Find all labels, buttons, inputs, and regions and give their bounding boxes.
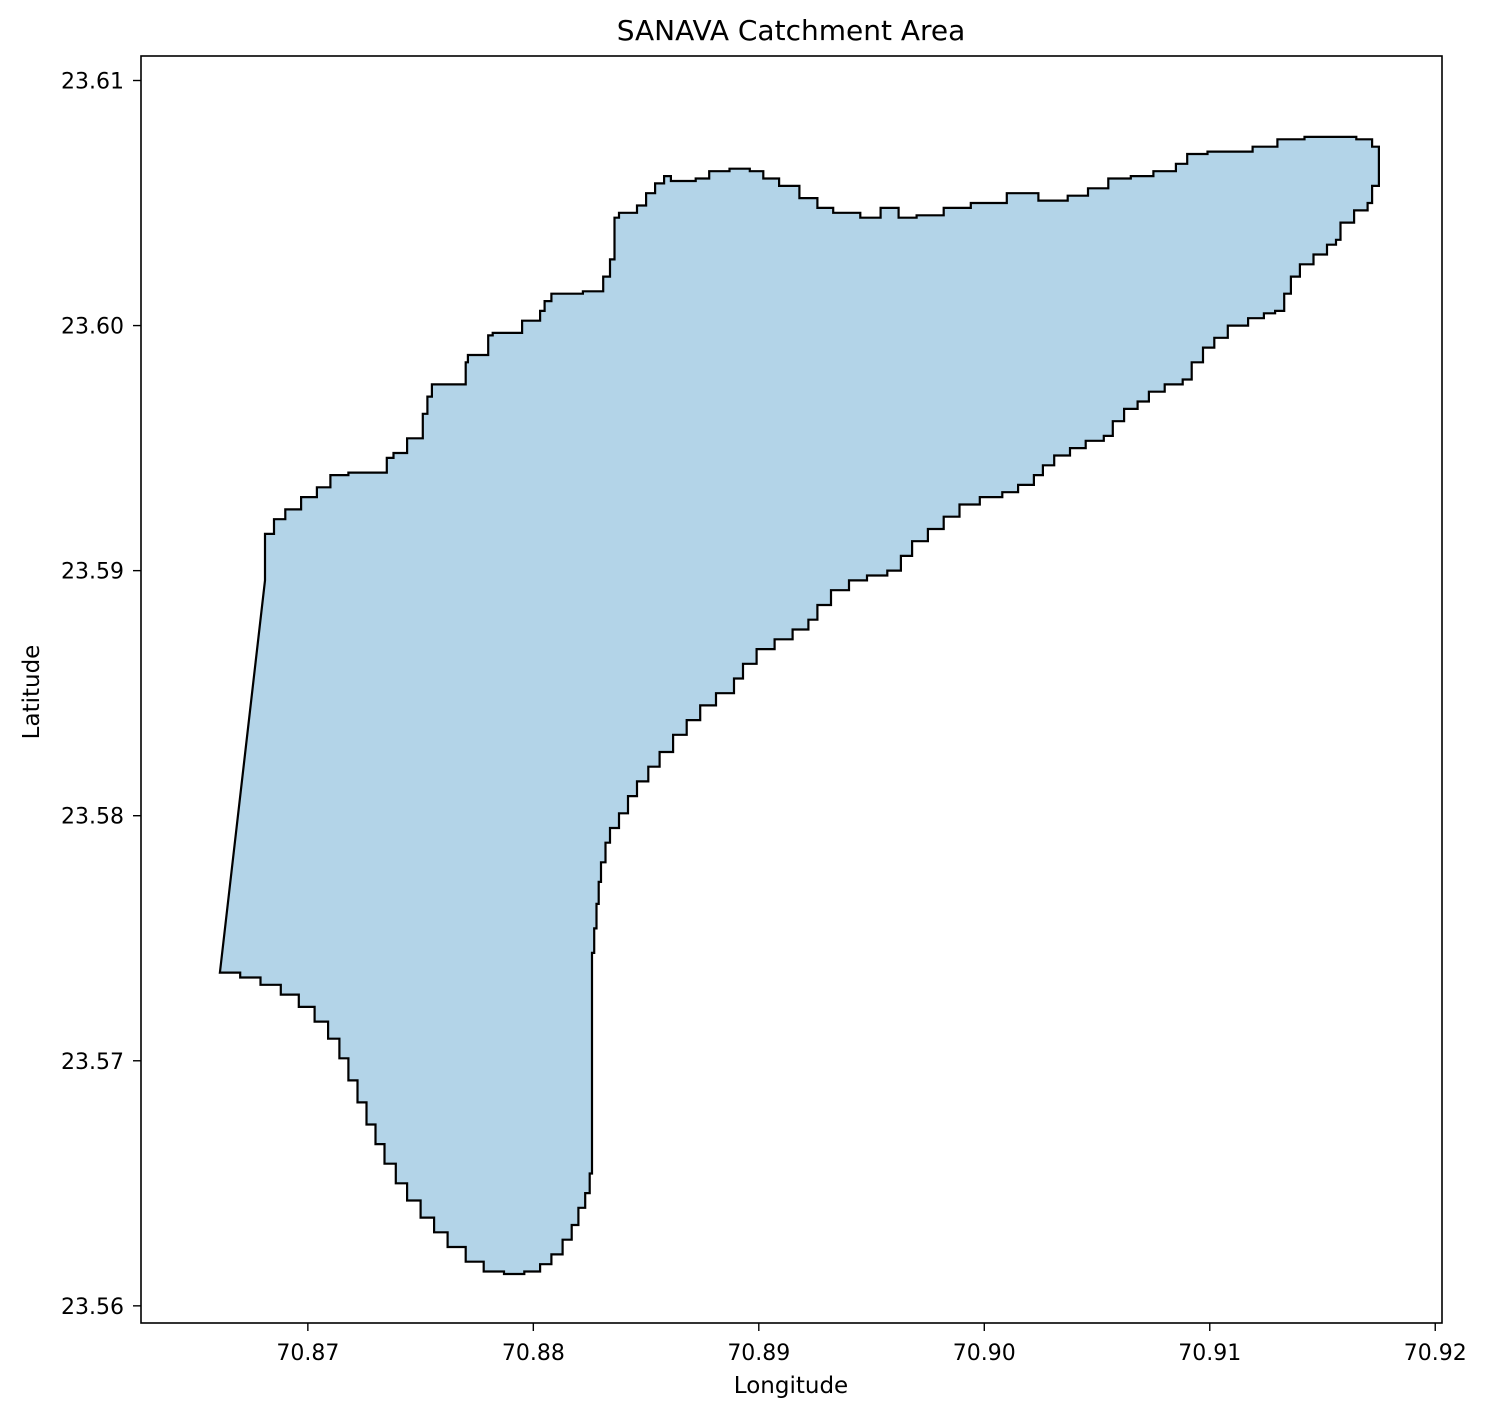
y-tick-label: 23.58 — [61, 805, 124, 830]
y-tick-label: 23.61 — [61, 70, 124, 95]
x-tick-label: 70.91 — [1178, 1341, 1241, 1366]
chart-title: SANAVA Catchment Area — [617, 14, 966, 47]
x-tick-label: 70.92 — [1404, 1341, 1467, 1366]
y-axis-label: Latitude — [19, 645, 45, 740]
x-tick-label: 70.90 — [953, 1341, 1016, 1366]
y-tick-label: 23.59 — [61, 560, 124, 585]
y-tick-label: 23.60 — [61, 315, 124, 340]
axes-frame — [140, 55, 1443, 1324]
x-tick-label: 70.88 — [502, 1341, 565, 1366]
x-axis-label: Longitude — [734, 1373, 848, 1399]
y-tick-label: 23.57 — [61, 1050, 124, 1075]
x-tick-label: 70.87 — [276, 1341, 339, 1366]
axes: 70.87 70.88 70.89 70.90 70.91 70.92 23.56 23.57… — [61, 55, 1467, 1366]
x-tick-label: 70.89 — [727, 1341, 790, 1366]
plot-area — [218, 135, 1380, 1276]
y-tick-label: 23.56 — [61, 1295, 124, 1320]
catchment-polygon — [218, 135, 1380, 1276]
